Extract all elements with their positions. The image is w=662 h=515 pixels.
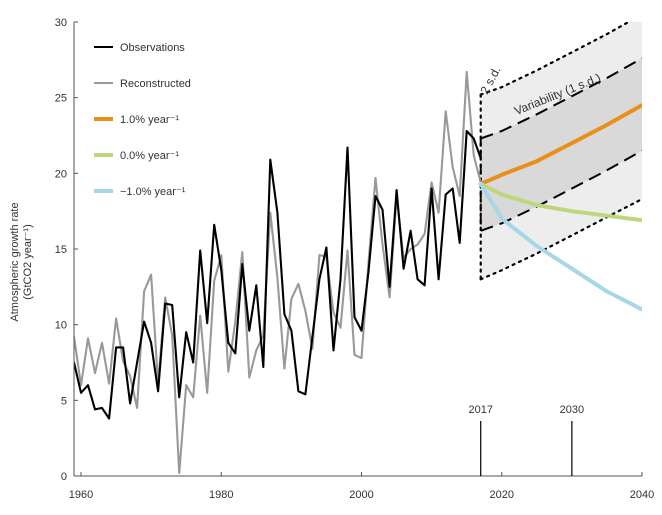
y-axis-label: Atmospheric growth rate	[9, 202, 21, 321]
y-tick-label-0: 0	[61, 471, 67, 483]
band-1sd-lower	[480, 149, 642, 232]
y-tick-label-4: 20	[55, 168, 67, 180]
band-2sd-lower	[479, 198, 642, 281]
legend-label-0: Observations	[120, 42, 185, 54]
ticks: 0 5 10 15 20 25 30 1960 1980 2000 2020 2040	[55, 17, 654, 501]
legend: Observations Reconstructed 1.0% year⁻¹ 0.0%…	[94, 42, 191, 198]
y-tick-label-6: 30	[55, 17, 67, 29]
series-layer	[74, 70, 642, 475]
legend-label-1: Reconstructed	[120, 78, 191, 90]
year-markers: 2017 2030	[468, 404, 584, 476]
year-marker-label-0: 2017	[468, 404, 492, 416]
band-2sd-upper	[479, 22, 631, 96]
y-axis-units: (GtCO2 year⁻¹)	[22, 224, 34, 299]
legend-label-3: 0.0% year⁻¹	[120, 150, 179, 162]
y-tick-label-3: 15	[55, 244, 67, 256]
x-tick-label-4: 2040	[630, 489, 654, 501]
band-1sd-upper	[480, 57, 642, 140]
x-tick-label-3: 2020	[490, 489, 514, 501]
y-tick-label-2: 10	[55, 320, 67, 332]
series-line-1	[74, 70, 482, 475]
series-line-2	[478, 103, 642, 186]
y-tick-label-5: 25	[55, 93, 67, 105]
x-tick-label-0: 1960	[69, 489, 93, 501]
series-line-0	[74, 129, 482, 420]
legend-label-2: 1.0% year⁻¹	[120, 114, 179, 126]
series-line-3	[478, 181, 642, 223]
year-marker-label-1: 2030	[560, 404, 584, 416]
x-tick-label-2: 2000	[349, 489, 373, 501]
band-1sd	[480, 58, 642, 231]
series-line-4	[478, 181, 642, 312]
y-tick-label-1: 5	[61, 395, 67, 407]
legend-label-4: −1.0% year⁻¹	[120, 186, 186, 198]
x-tick-label-1: 1980	[209, 489, 233, 501]
